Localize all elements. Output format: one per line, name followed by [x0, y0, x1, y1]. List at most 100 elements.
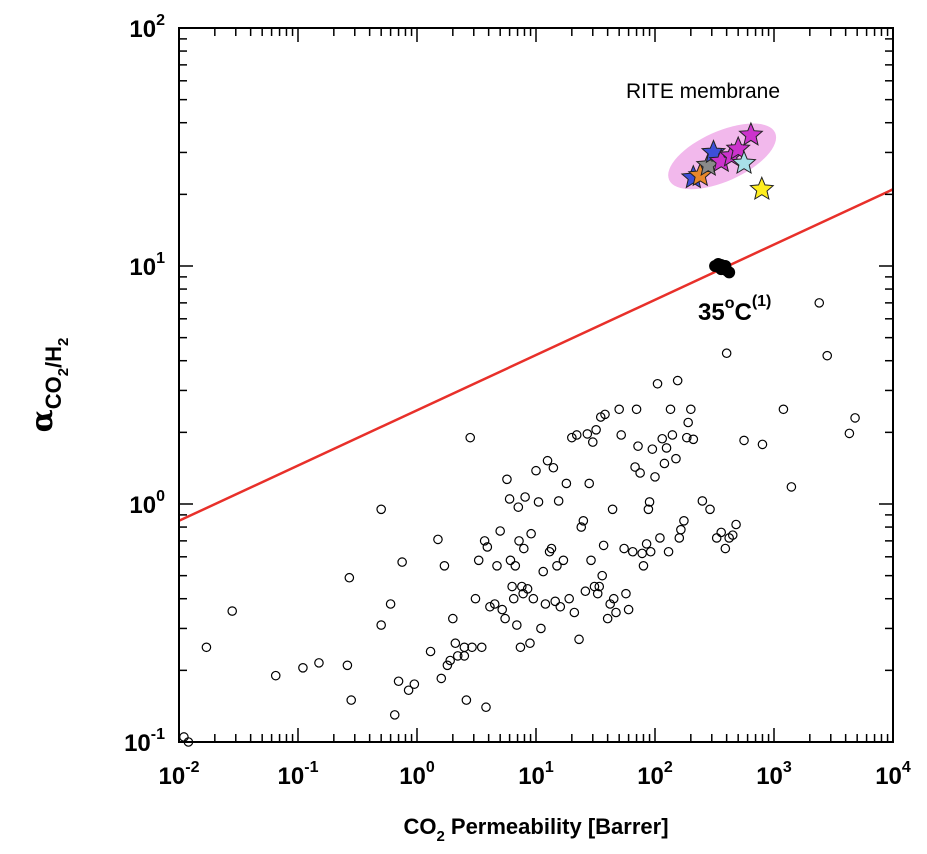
literature-point: [814, 298, 825, 308]
literature-point: [403, 685, 414, 696]
y-axis-title: αCO2/H2: [25, 338, 72, 433]
literature-point: [482, 542, 493, 552]
literature-point: [623, 604, 634, 615]
literature-point: [584, 478, 595, 489]
literature-point: [553, 496, 564, 506]
literature-point: [548, 462, 559, 473]
literature-point: [397, 557, 407, 567]
literature-point: [679, 515, 689, 526]
literature-point: [647, 444, 658, 454]
literature-point: [507, 581, 517, 592]
literature-point: [591, 425, 601, 435]
literature-point: [630, 462, 640, 472]
literature-point: [586, 555, 596, 566]
literature-point: [533, 497, 544, 507]
literature-point: [522, 584, 533, 594]
literature-point: [608, 593, 619, 604]
plot-frame: [178, 27, 894, 743]
literature-point: [500, 613, 510, 624]
literature-point: [686, 404, 696, 415]
literature-point: [504, 494, 515, 504]
literature-point: [389, 710, 400, 720]
literature-point: [582, 429, 593, 439]
literature-point: [564, 593, 574, 604]
literature-point: [476, 642, 487, 653]
literature-point: [465, 432, 476, 443]
literature-point: [652, 378, 663, 389]
literature-point: [597, 570, 607, 581]
literature-point: [459, 642, 470, 653]
x-tick-label: 102: [637, 759, 673, 790]
literature-point: [512, 620, 522, 630]
literature-point: [721, 348, 732, 359]
literature-point: [515, 642, 526, 653]
literature-point: [481, 702, 491, 713]
literature-point: [344, 572, 355, 583]
literature-point: [667, 430, 678, 440]
rite-star: [731, 149, 757, 175]
literature-point: [614, 404, 624, 415]
literature-point: [786, 482, 797, 492]
literature-points: [179, 298, 860, 747]
literature-point: [739, 435, 749, 446]
upper-bound-line-path: [178, 188, 894, 522]
literature-point: [711, 533, 722, 543]
literature-point: [716, 527, 726, 538]
literature-point: [270, 670, 281, 681]
literature-point: [409, 679, 420, 689]
x-tick-label: 103: [756, 759, 792, 790]
literature-point: [555, 601, 566, 612]
literature-point: [659, 458, 670, 469]
literature-point: [442, 660, 453, 671]
literature-point: [633, 441, 643, 451]
measured-35c-points: [709, 257, 736, 279]
x-tick-label: 10-2: [159, 759, 200, 790]
literature-point: [470, 593, 481, 604]
literature-point: [433, 534, 443, 545]
literature-point: [492, 560, 502, 571]
literature-point: [519, 543, 529, 554]
literature-point: [621, 588, 631, 599]
literature-point: [376, 504, 386, 515]
literature-point: [445, 655, 455, 666]
literature-point: [645, 546, 656, 557]
literature-point: [598, 540, 609, 551]
literature-point: [663, 546, 674, 557]
svg-text:αCO2/H2: αCO2/H2: [25, 338, 72, 433]
literature-point: [637, 548, 647, 559]
literature-point: [517, 581, 527, 592]
temperature-label: 35oC(1): [698, 293, 771, 326]
literature-point: [571, 430, 582, 440]
literature-point: [467, 642, 477, 653]
rite-star: [738, 121, 764, 146]
literature-point: [657, 433, 668, 444]
literature-point: [436, 673, 447, 684]
literature-point: [473, 555, 484, 566]
literature-point: [439, 560, 450, 571]
literature-point: [385, 599, 396, 609]
literature-point: [505, 555, 516, 566]
rite-star: [749, 176, 775, 201]
literature-point: [227, 606, 238, 616]
literature-point: [822, 350, 833, 361]
literature-point: [619, 543, 629, 554]
literature-point: [731, 519, 741, 530]
literature-point: [550, 596, 561, 607]
literature-point: [720, 543, 731, 554]
literature-point: [681, 432, 692, 443]
literature-point: [616, 430, 627, 440]
literature-point: [676, 524, 686, 535]
literature-point: [528, 593, 539, 604]
literature-point: [580, 586, 591, 597]
literature-point: [600, 409, 610, 420]
x-tick-label: 104: [875, 759, 911, 790]
literature-point: [452, 651, 463, 661]
literature-point: [542, 455, 553, 466]
y-tick-label: 102: [129, 12, 165, 43]
literature-point: [179, 732, 189, 742]
literature-point: [592, 588, 603, 599]
rite-membrane-label: RITE membrane: [626, 80, 780, 103]
literature-point: [688, 434, 699, 445]
